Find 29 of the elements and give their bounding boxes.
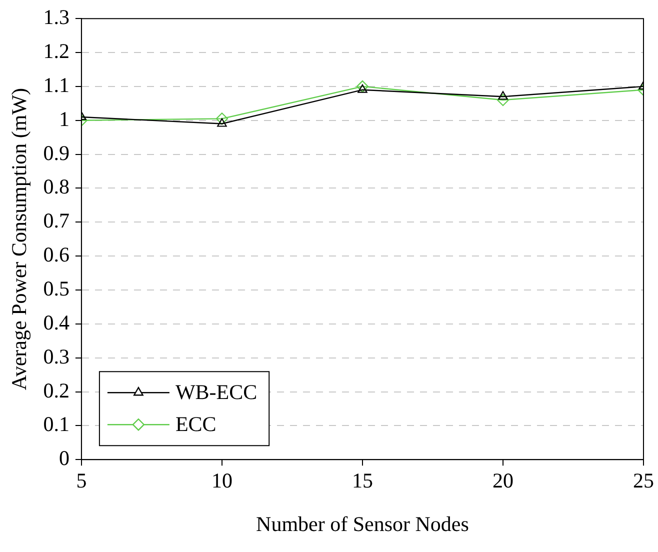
- x-tick-label: 20: [492, 468, 514, 493]
- y-tick-label: 0.8: [43, 174, 70, 199]
- point: [496, 94, 510, 106]
- y-tick-label: 0.9: [43, 140, 70, 165]
- point: [356, 80, 369, 92]
- y-tick-label: 1.2: [43, 39, 70, 64]
- y-tick-label: 0.1: [43, 412, 70, 436]
- x-axis-title: Number of Sensor Nodes: [256, 512, 469, 536]
- x-tick-label: 25: [633, 468, 654, 493]
- y-axis-title: Average Power Consumption (mW): [7, 88, 32, 390]
- y-tick-label: 0.2: [43, 378, 70, 402]
- y-tick-label: 1.1: [43, 72, 70, 97]
- y-tick-label: 1: [58, 106, 70, 131]
- y-tick-label: 1.3: [43, 5, 70, 30]
- legend-label: ECC: [175, 412, 216, 436]
- y-tick-label: 0.5: [43, 276, 70, 300]
- x-tick-label: 5: [76, 468, 87, 493]
- point: [358, 84, 368, 93]
- point: [217, 118, 227, 127]
- y-tick-label: 0.4: [43, 310, 70, 334]
- y-tick-label: 0.7: [43, 208, 70, 233]
- y-tick-label: 0.3: [43, 344, 70, 368]
- point: [498, 91, 508, 100]
- x-tick-label: 15: [352, 468, 373, 493]
- x-tick-label: 10: [211, 468, 232, 493]
- y-tick-label: 0.6: [43, 242, 70, 267]
- y-tick-label: 0: [58, 446, 70, 470]
- point: [216, 112, 228, 125]
- legend-label: WB-ECC: [175, 380, 258, 404]
